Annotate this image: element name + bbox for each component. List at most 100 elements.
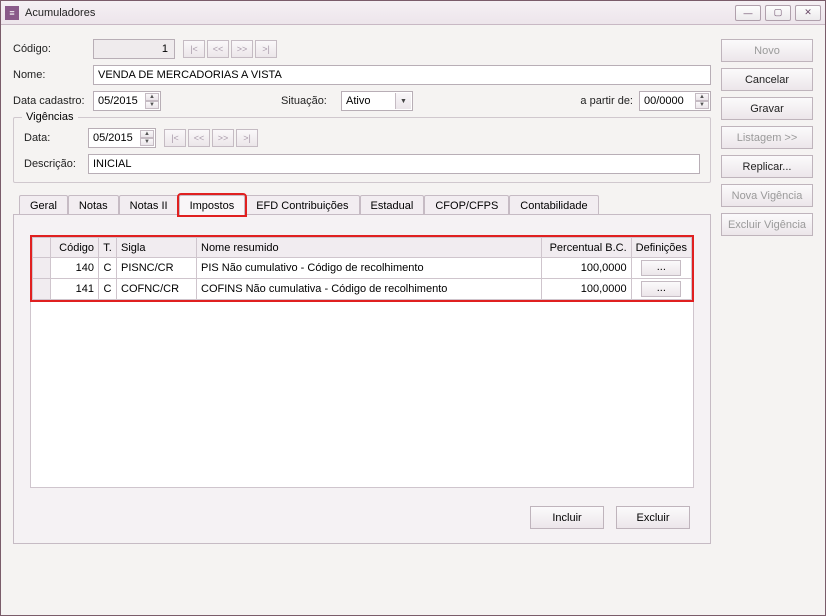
cell-perc[interactable]: 100,0000 bbox=[541, 258, 631, 279]
row-nome: Nome: VENDA DE MERCADORIAS A VISTA bbox=[13, 65, 711, 85]
label-situacao: Situação: bbox=[281, 95, 341, 107]
nome-field[interactable]: VENDA DE MERCADORIAS A VISTA bbox=[93, 65, 711, 85]
nav-buttons: |< << >> >| bbox=[183, 40, 277, 58]
tab-estadual[interactable]: Estadual bbox=[360, 195, 425, 215]
label-codigo: Código: bbox=[13, 43, 93, 55]
cell-codigo[interactable]: 141 bbox=[51, 279, 99, 300]
window-buttons: — ▢ ✕ bbox=[735, 5, 821, 21]
tab-notas-ii[interactable]: Notas II bbox=[119, 195, 179, 215]
nova-vigencia-button[interactable]: Nova Vigência bbox=[721, 184, 813, 207]
vig-data-field[interactable]: 05/2015 ▲ ▼ bbox=[88, 128, 156, 148]
spin-up-icon[interactable]: ▲ bbox=[145, 93, 159, 101]
novo-button[interactable]: Novo bbox=[721, 39, 813, 62]
listagem-button[interactable]: Listagem >> bbox=[721, 126, 813, 149]
col-t[interactable]: T. bbox=[99, 238, 117, 258]
grid-action-buttons: Incluir Excluir bbox=[530, 506, 690, 529]
spin-buttons-3: ▲ ▼ bbox=[140, 130, 154, 146]
col-rownum bbox=[33, 238, 51, 258]
spin-up-icon[interactable]: ▲ bbox=[695, 93, 709, 101]
cell-sigla[interactable]: PISNC/CR bbox=[117, 258, 197, 279]
tab-efd[interactable]: EFD Contribuições bbox=[245, 195, 359, 215]
tab-bar: Geral Notas Notas II Impostos EFD Contri… bbox=[19, 195, 711, 215]
spin-down-icon[interactable]: ▼ bbox=[145, 101, 159, 109]
cancelar-button[interactable]: Cancelar bbox=[721, 68, 813, 91]
cell-nome[interactable]: PIS Não cumulativo - Código de recolhime… bbox=[197, 258, 542, 279]
excluir-button[interactable]: Excluir bbox=[616, 506, 690, 529]
spin-buttons: ▲ ▼ bbox=[145, 93, 159, 109]
chevron-down-icon[interactable]: ▼ bbox=[395, 93, 411, 109]
spin-up-icon[interactable]: ▲ bbox=[140, 130, 154, 138]
cell-def: ... bbox=[631, 279, 691, 300]
vig-descricao-field[interactable]: INICIAL bbox=[88, 154, 700, 174]
window-acumuladores: ≡ Acumuladores — ▢ ✕ Código: 1 |< << >> … bbox=[0, 0, 826, 616]
nav-first-button[interactable]: |< bbox=[164, 129, 186, 147]
definicoes-button[interactable]: ... bbox=[641, 260, 681, 276]
cell-nome[interactable]: COFINS Não cumulativa - Código de recolh… bbox=[197, 279, 542, 300]
row-handle[interactable] bbox=[33, 258, 51, 279]
vig-data-value: 05/2015 bbox=[93, 132, 133, 144]
tab-notas[interactable]: Notas bbox=[68, 195, 119, 215]
cell-def: ... bbox=[631, 258, 691, 279]
side-buttons: Novo Cancelar Gravar Listagem >> Replica… bbox=[721, 39, 813, 599]
row-codigo: Código: 1 |< << >> >| bbox=[13, 39, 711, 59]
vigencias-legend: Vigências bbox=[22, 111, 78, 123]
content: Código: 1 |< << >> >| Nome: VENDA DE MER… bbox=[13, 39, 813, 599]
a-partir-de-value: 00/0000 bbox=[644, 95, 684, 107]
tab-contabilidade[interactable]: Contabilidade bbox=[509, 195, 598, 215]
tab-body-impostos: Código T. Sigla Nome resumido Percentual… bbox=[13, 214, 711, 544]
nav-next-button[interactable]: >> bbox=[212, 129, 234, 147]
col-perc[interactable]: Percentual B.C. bbox=[541, 238, 631, 258]
col-def[interactable]: Definições bbox=[631, 238, 691, 258]
table-row[interactable]: 140 C PISNC/CR PIS Não cumulativo - Códi… bbox=[33, 258, 692, 279]
tab-impostos[interactable]: Impostos bbox=[179, 195, 246, 215]
col-nome[interactable]: Nome resumido bbox=[197, 238, 542, 258]
cell-sigla[interactable]: COFNC/CR bbox=[117, 279, 197, 300]
row-handle[interactable] bbox=[33, 279, 51, 300]
cell-t[interactable]: C bbox=[99, 258, 117, 279]
situacao-combo[interactable]: Ativo ▼ bbox=[341, 91, 413, 111]
codigo-field[interactable]: 1 bbox=[93, 39, 175, 59]
vig-nav-buttons: |< << >> >| bbox=[164, 129, 258, 147]
definicoes-button[interactable]: ... bbox=[641, 281, 681, 297]
main-panel: Código: 1 |< << >> >| Nome: VENDA DE MER… bbox=[13, 39, 721, 599]
tab-cfop[interactable]: CFOP/CFPS bbox=[424, 195, 509, 215]
data-cadastro-field[interactable]: 05/2015 ▲ ▼ bbox=[93, 91, 161, 111]
minimize-icon[interactable]: — bbox=[735, 5, 761, 21]
spin-down-icon[interactable]: ▼ bbox=[140, 138, 154, 146]
table-row[interactable]: 141 C COFNC/CR COFINS Não cumulativa - C… bbox=[33, 279, 692, 300]
spin-down-icon[interactable]: ▼ bbox=[695, 101, 709, 109]
row-vig-descricao: Descrição: INICIAL bbox=[24, 154, 700, 174]
excluir-vigencia-button[interactable]: Excluir Vigência bbox=[721, 213, 813, 236]
spin-buttons-2: ▲ ▼ bbox=[695, 93, 709, 109]
replicar-button[interactable]: Replicar... bbox=[721, 155, 813, 178]
incluir-button[interactable]: Incluir bbox=[530, 506, 604, 529]
nav-prev-button[interactable]: << bbox=[188, 129, 210, 147]
cell-t[interactable]: C bbox=[99, 279, 117, 300]
codigo-value: 1 bbox=[162, 43, 168, 55]
nav-next-button[interactable]: >> bbox=[231, 40, 253, 58]
titlebar: ≡ Acumuladores — ▢ ✕ bbox=[1, 1, 825, 25]
app-icon: ≡ bbox=[5, 6, 19, 20]
close-icon[interactable]: ✕ bbox=[795, 5, 821, 21]
label-vig-descricao: Descrição: bbox=[24, 158, 88, 170]
tab-geral[interactable]: Geral bbox=[19, 195, 68, 215]
nav-last-button[interactable]: >| bbox=[255, 40, 277, 58]
cell-codigo[interactable]: 140 bbox=[51, 258, 99, 279]
vigencias-fieldset: Vigências Data: 05/2015 ▲ ▼ |< << >> bbox=[13, 117, 711, 183]
label-a-partir-de: a partir de: bbox=[579, 95, 639, 107]
label-nome: Nome: bbox=[13, 69, 93, 81]
cell-perc[interactable]: 100,0000 bbox=[541, 279, 631, 300]
nome-value: VENDA DE MERCADORIAS A VISTA bbox=[98, 69, 282, 81]
nav-prev-button[interactable]: << bbox=[207, 40, 229, 58]
a-partir-de-field[interactable]: 00/0000 ▲ ▼ bbox=[639, 91, 711, 111]
table-header-row: Código T. Sigla Nome resumido Percentual… bbox=[33, 238, 692, 258]
row-vig-data: Data: 05/2015 ▲ ▼ |< << >> >| bbox=[24, 128, 700, 148]
nav-last-button[interactable]: >| bbox=[236, 129, 258, 147]
situacao-value: Ativo bbox=[346, 95, 370, 107]
maximize-icon[interactable]: ▢ bbox=[765, 5, 791, 21]
col-sigla[interactable]: Sigla bbox=[117, 238, 197, 258]
nav-first-button[interactable]: |< bbox=[183, 40, 205, 58]
label-data-cadastro: Data cadastro: bbox=[13, 95, 93, 107]
gravar-button[interactable]: Gravar bbox=[721, 97, 813, 120]
col-codigo[interactable]: Código bbox=[51, 238, 99, 258]
